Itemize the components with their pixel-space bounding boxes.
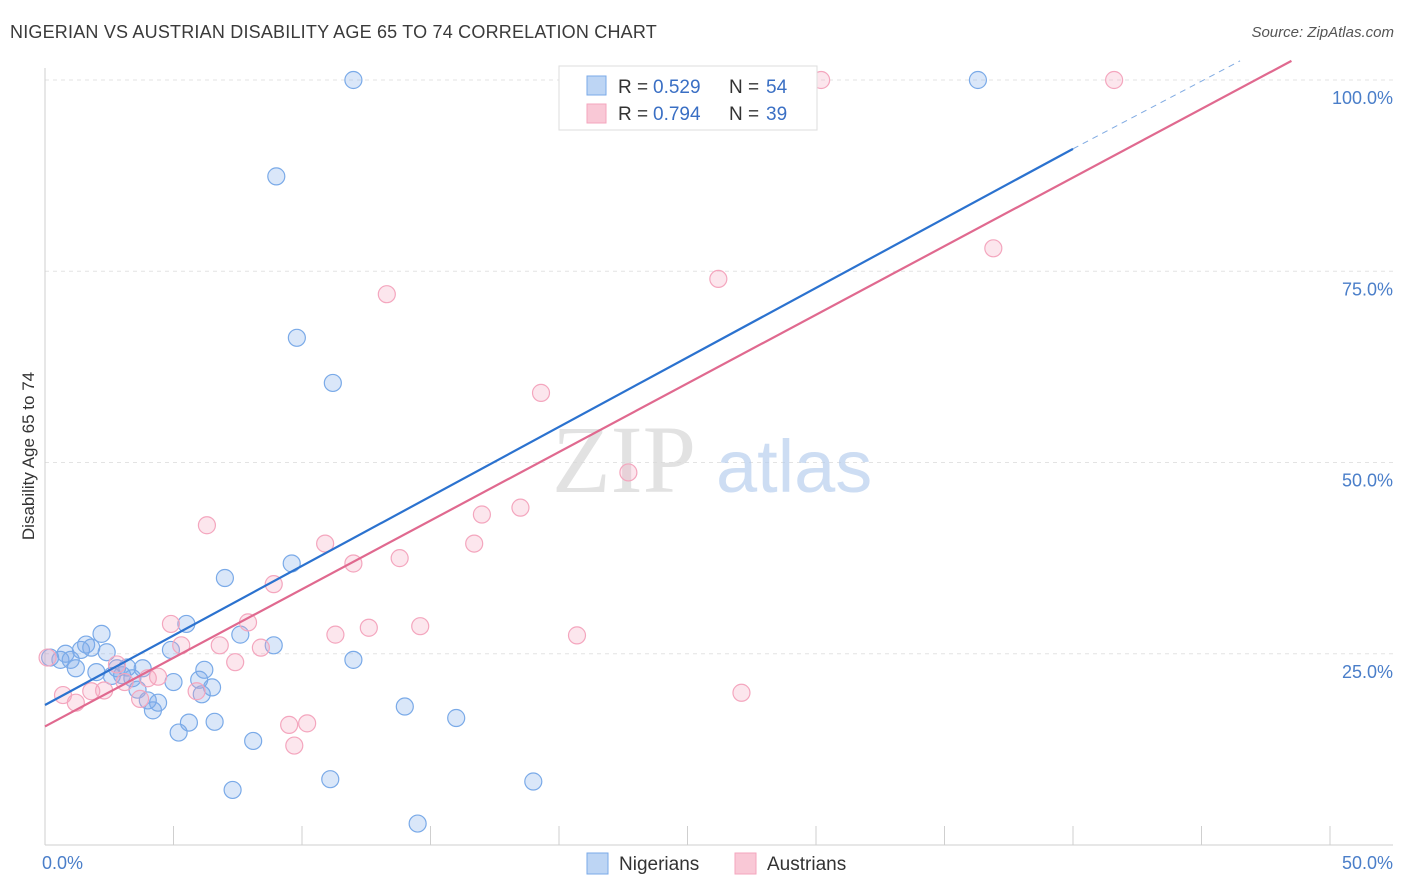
austrian-point-14 [210,636,229,655]
nigerian-point-39 [321,770,340,789]
watermark-atlas: atlas [716,425,872,508]
austrian-point-10 [161,614,181,634]
nigerian-point-48 [968,70,988,90]
nigerian-point-22 [164,672,183,692]
bottom-legend-nigerians: Nigerians [619,854,699,875]
austrian-point-32 [531,383,551,402]
austrian-point-20 [285,736,304,755]
austrian-point-23 [326,625,345,644]
austrian-point-21 [298,714,317,733]
nigerian-point-43 [395,697,414,716]
legend-n-value-2: 39 [766,104,787,125]
y-tick-labels: 100.0% 75.0% 50.0% 25.0% [1332,88,1393,682]
nigerian-point-20 [148,693,168,712]
nigerian-point-41 [344,70,363,90]
austrian-point-28 [411,617,430,636]
austrian-point-17 [251,638,270,657]
austrian-point-35 [709,269,728,288]
austrian-point-3 [82,682,101,701]
legend-r-value-1: 0.529 [653,77,701,98]
x-tick-min: 0.0% [42,853,83,873]
austrian-point-12 [187,682,206,701]
nigerian-point-30 [205,712,224,731]
nigerian-point-29 [202,678,222,697]
austrian-point-9 [148,667,168,686]
y-axis-label: Disability Age 65 to 74 [19,372,38,540]
nigerian-point-27 [192,685,211,704]
nigerian-point-46 [524,772,543,791]
nigerian-point-45 [447,708,466,728]
series-legend: Nigerians Austrians [586,852,846,875]
austrian-point-15 [226,653,245,672]
y-tick-label-2: 50.0% [1342,471,1393,491]
austrian-trend-line [44,59,1292,728]
x-tick-max: 50.0% [1342,853,1393,873]
austrian-point-39 [1105,70,1124,90]
nigerian-point-25 [179,713,199,732]
nigerian-point-28 [195,660,214,679]
nigerian-point-42 [344,650,363,669]
y-tick-label-0: 100.0% [1332,88,1393,108]
chart-title: NIGERIAN VS AUSTRIAN DISABILITY AGE 65 T… [10,22,657,42]
nigerian-trend-line [44,147,1074,706]
austrian-point-38 [984,239,1003,258]
nigerian-point-9 [92,624,111,643]
nigerian-point-40 [323,373,342,393]
austrian-point-36 [732,683,751,702]
legend-n-label-1: N = [729,77,759,98]
data-points [38,70,1124,833]
bottom-legend-swatch-nigerians [586,852,609,875]
austrian-point-29 [465,534,484,553]
austrian-point-31 [511,498,530,517]
watermark: ZIP atlas [552,406,872,513]
austrian-point-33 [567,626,587,645]
nigerian-point-44 [408,814,427,833]
austrian-point-25 [359,618,378,637]
nigerian-point-34 [244,731,263,751]
austrian-point-0 [38,648,57,667]
legend-r-label-2: R = [618,104,648,125]
y-tick-label-1: 75.0% [1342,279,1393,299]
legend-r-value-2: 0.794 [653,104,701,125]
y-tick-label-3: 25.0% [1342,662,1393,682]
correlation-legend: R = 0.529 N = 54 R = 0.794 N = 39 [558,65,818,131]
legend-n-value-1: 54 [766,77,788,98]
nigerian-point-38 [287,328,306,347]
nigerian-point-10 [97,643,116,662]
source-label: Source: ZipAtlas.com [1251,24,1394,41]
bottom-legend-austrians: Austrians [767,854,846,875]
austrian-point-26 [377,285,396,304]
legend-swatch-nigerians [586,75,607,96]
legend-r-label-1: R = [618,77,648,98]
austrian-point-22 [316,534,335,553]
nigerian-point-36 [267,167,286,186]
austrian-point-19 [280,715,299,734]
bottom-legend-swatch-austrians [734,852,757,875]
nigerian-trend-extension [1072,60,1241,150]
austrian-point-34 [619,463,638,482]
nigerian-point-6 [77,635,96,654]
austrian-point-2 [66,693,85,712]
nigerian-point-32 [223,780,242,800]
nigerian-point-31 [215,568,234,588]
austrian-point-7 [130,689,150,708]
legend-n-label-2: N = [729,104,759,125]
watermark-zip: ZIP [552,406,696,513]
austrian-point-27 [390,549,409,568]
austrian-point-30 [472,505,491,524]
austrian-point-13 [197,516,217,535]
nigerian-point-4 [66,659,85,678]
legend-swatch-austrians [586,103,607,124]
axes [44,68,1393,846]
nigerian-point-24 [177,614,196,634]
trend-lines [44,59,1292,728]
